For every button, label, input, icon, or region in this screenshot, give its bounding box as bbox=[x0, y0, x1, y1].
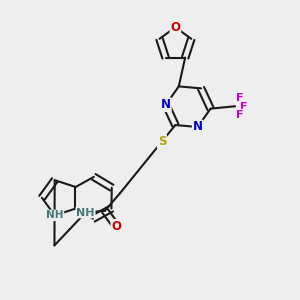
Text: O: O bbox=[111, 220, 121, 233]
Text: O: O bbox=[170, 21, 180, 34]
Text: N: N bbox=[161, 98, 171, 111]
Text: F: F bbox=[236, 110, 244, 120]
Text: F: F bbox=[236, 93, 244, 103]
Text: S: S bbox=[158, 135, 166, 148]
Text: N: N bbox=[193, 121, 203, 134]
Text: NH: NH bbox=[76, 208, 95, 218]
Text: F: F bbox=[240, 102, 247, 112]
Text: NH: NH bbox=[46, 210, 63, 220]
